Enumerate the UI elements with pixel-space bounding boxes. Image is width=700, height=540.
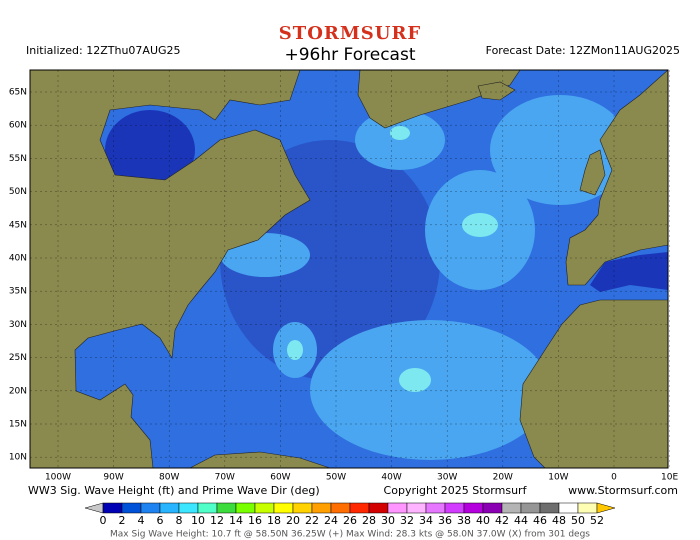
legend-label: 22 — [305, 514, 319, 527]
legend-label: 12 — [210, 514, 224, 527]
legend-label: 50 — [571, 514, 585, 527]
lon-label: 100W — [45, 473, 71, 483]
lon-label: 50W — [326, 473, 346, 483]
lat-label: 65N — [9, 88, 27, 98]
legend-swatch — [539, 502, 560, 514]
forecast-date: Forecast Date: 12ZMon11AUG2025 — [486, 44, 680, 57]
logo: STORMSURF — [279, 23, 421, 44]
legend-label: 32 — [400, 514, 414, 527]
legend-label: 40 — [476, 514, 490, 527]
legend-swatch — [444, 502, 465, 514]
wave-peak — [399, 368, 431, 392]
lat-label: 10N — [9, 453, 27, 463]
lat-label: 45N — [9, 220, 27, 230]
wave-peak — [390, 126, 410, 140]
legend-swatch — [482, 502, 503, 514]
caption: WW3 Sig. Wave Height (ft) and Prime Wave… — [28, 484, 320, 497]
land — [30, 70, 668, 468]
lon-label: 20W — [493, 473, 513, 483]
map — [30, 70, 668, 468]
lat-label: 20N — [9, 386, 27, 396]
legend-swatch — [121, 502, 142, 514]
legend-label: 52 — [590, 514, 604, 527]
legend-label: 0 — [100, 514, 107, 527]
lon-label: 70W — [215, 473, 235, 483]
lon-label: 0 — [611, 473, 617, 483]
legend-swatch — [387, 502, 408, 514]
legend-label: 46 — [533, 514, 547, 527]
legend-arrow — [596, 502, 616, 514]
legend-label: 42 — [495, 514, 509, 527]
legend-label: 2 — [119, 514, 126, 527]
stats: Max Sig Wave Height: 10.7 ft @ 58.50N 36… — [110, 530, 590, 540]
lat-label: 60N — [9, 121, 27, 131]
copyright: Copyright 2025 Stormsurf — [384, 484, 528, 497]
legend-arrow — [84, 502, 104, 514]
initialized: Initialized: 12ZThu07AUG25 — [26, 44, 181, 57]
lon-label: 40W — [381, 473, 401, 483]
legend-label: 26 — [343, 514, 357, 527]
legend-label: 6 — [157, 514, 164, 527]
legend-label: 14 — [229, 514, 243, 527]
mediterranean — [590, 252, 668, 292]
title: +96hr Forecast — [285, 45, 416, 65]
wave-zone — [310, 320, 550, 460]
legend-label: 44 — [514, 514, 528, 527]
legend-swatch — [501, 502, 522, 514]
legend-label: 18 — [267, 514, 281, 527]
legend-swatch — [235, 502, 256, 514]
lon-label: 10E — [661, 473, 678, 483]
legend-swatch — [330, 502, 351, 514]
legend-swatch — [406, 502, 427, 514]
legend-label: 38 — [457, 514, 471, 527]
lon-label: 60W — [270, 473, 290, 483]
wave-peak — [287, 340, 303, 360]
lat-label: 40N — [9, 254, 27, 264]
legend-swatch — [159, 502, 180, 514]
legend-swatch — [292, 502, 313, 514]
legend-swatch — [558, 502, 579, 514]
legend-swatch — [463, 502, 484, 514]
lat-label: 55N — [9, 154, 27, 164]
lon-label: 90W — [103, 473, 123, 483]
legend-swatch — [254, 502, 275, 514]
legend-label: 8 — [176, 514, 183, 527]
legend-swatch — [520, 502, 541, 514]
legend-swatch — [349, 502, 370, 514]
legend-label: 34 — [419, 514, 433, 527]
lat-label: 15N — [9, 420, 27, 430]
legend-swatch — [102, 502, 123, 514]
legend-swatch — [311, 502, 332, 514]
map-frame — [29, 69, 669, 469]
legend-label: 28 — [362, 514, 376, 527]
lon-label: 30W — [437, 473, 457, 483]
lon-label: 80W — [159, 473, 179, 483]
url: www.Stormsurf.com — [568, 484, 678, 497]
legend-label: 30 — [381, 514, 395, 527]
lat-label: 35N — [9, 287, 27, 297]
legend-label: 10 — [191, 514, 205, 527]
legend-label: 20 — [286, 514, 300, 527]
lon-label: 10W — [548, 473, 568, 483]
legend-swatch — [197, 502, 218, 514]
hudson-bay — [105, 110, 195, 190]
legend-label: 16 — [248, 514, 262, 527]
legend-swatch — [577, 502, 598, 514]
legend-swatch — [178, 502, 199, 514]
lat-label: 25N — [9, 353, 27, 363]
legend-swatch — [216, 502, 237, 514]
legend-label: 24 — [324, 514, 338, 527]
legend-swatch — [368, 502, 389, 514]
lat-label: 50N — [9, 187, 27, 197]
legend-swatch — [140, 502, 161, 514]
legend-label: 48 — [552, 514, 566, 527]
legend-label: 36 — [438, 514, 452, 527]
legend-swatch — [273, 502, 294, 514]
lat-label: 30N — [9, 320, 27, 330]
legend-label: 4 — [138, 514, 145, 527]
legend-swatch — [425, 502, 446, 514]
